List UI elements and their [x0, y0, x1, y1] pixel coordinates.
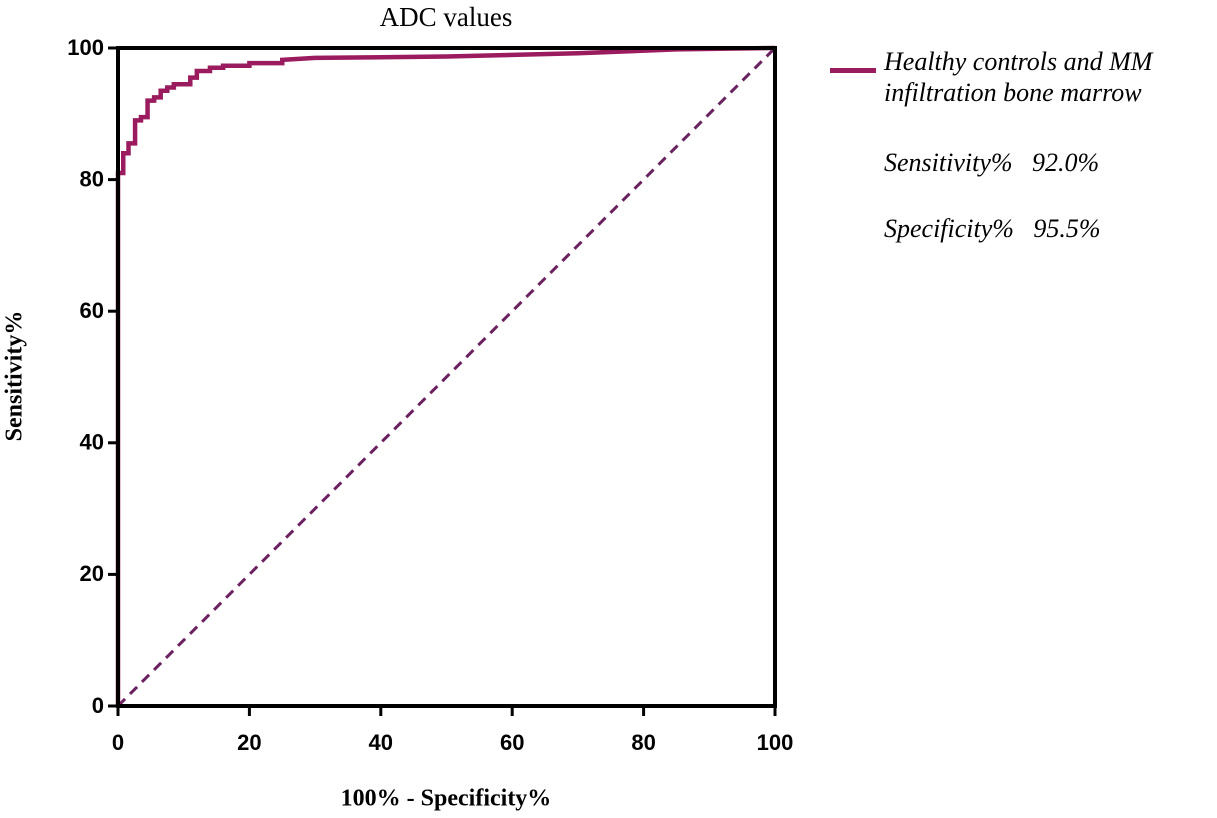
reference-line [116, 46, 777, 708]
x-tick-label: 20 [237, 730, 261, 755]
x-tick-label: 80 [631, 730, 655, 755]
y-tick-label: 60 [80, 298, 104, 323]
x-tick-label: 40 [369, 730, 393, 755]
y-tick-label: 20 [80, 561, 104, 586]
plot-frame [116, 46, 777, 708]
legend: Healthy controls and MM infiltration bon… [830, 46, 1152, 139]
chart-title: ADC values [380, 2, 513, 32]
y-tick-label: 100 [67, 35, 104, 60]
annotation: Sensitivity% 92.0% [884, 148, 1100, 177]
x-axis-label: 100% - Specificity% [341, 786, 552, 812]
roc-curve [115, 45, 776, 706]
legend-label: Healthy controls and MM infiltration bon… [884, 47, 1153, 107]
x-tick-label: 60 [500, 730, 524, 755]
annotation: Specificity% 95.5% [884, 214, 1101, 243]
x-tick-label: 100 [757, 730, 794, 755]
x-tick-label: 0 [112, 730, 124, 755]
y-tick-label: 40 [80, 430, 104, 455]
y-tick-label: 80 [80, 166, 104, 191]
legend-swatch [830, 68, 876, 73]
y-tick-label: 0 [92, 693, 104, 718]
y-axis-label: Sensitivity% [2, 311, 28, 442]
